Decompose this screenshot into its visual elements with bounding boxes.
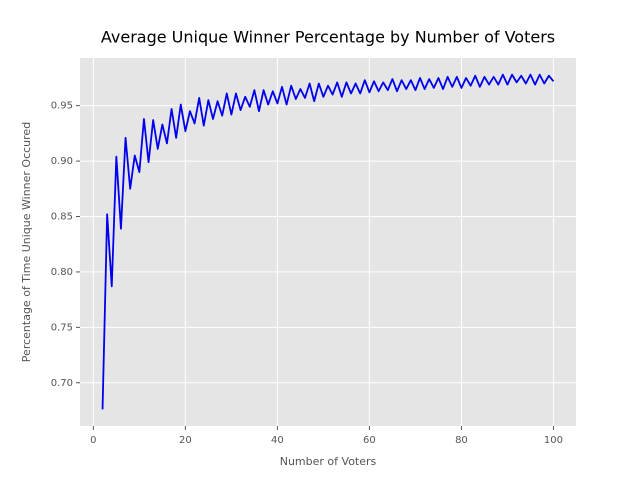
x-tick-label: 40	[271, 435, 284, 446]
plot-area	[80, 58, 576, 426]
chart-title: Average Unique Winner Percentage by Numb…	[101, 28, 555, 47]
x-axis-label: Number of Voters	[280, 455, 377, 468]
y-tick-label: 0.80	[51, 267, 73, 278]
x-tick-label: 80	[455, 435, 468, 446]
line	[101, 73, 555, 410]
x-tick-label: 100	[544, 435, 563, 446]
y-tick-label: 0.95	[51, 101, 73, 112]
y-tick-label: 0.70	[51, 378, 73, 389]
y-tick-label: 0.75	[51, 322, 73, 333]
x-tick-label: 20	[179, 435, 192, 446]
y-tick-label: 0.90	[51, 156, 73, 167]
x-tick-label: 60	[363, 435, 376, 446]
y-axis-label: Percentage of Time Unique Winner Occured	[20, 122, 33, 362]
y-tick-label: 0.85	[51, 212, 73, 223]
x-tick-label: 0	[90, 435, 96, 446]
